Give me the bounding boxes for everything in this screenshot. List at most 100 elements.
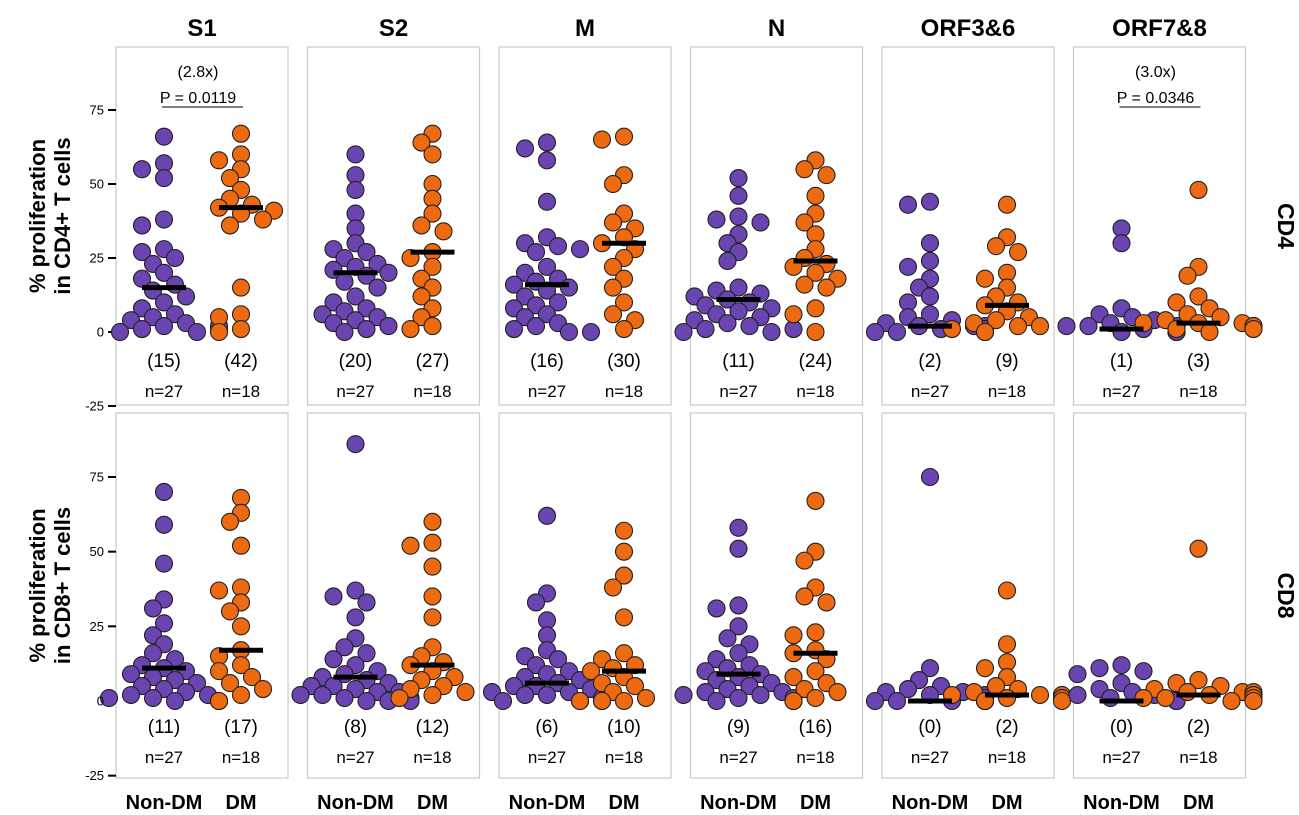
n-label-r0-c0-g1: n=18: [222, 382, 260, 401]
y-axis-label-line: % proliferation: [25, 508, 50, 662]
point-r0-c5-g1-4: [1167, 293, 1186, 312]
point-r0-c5-g1-17: [1200, 322, 1219, 342]
point-r0-c4-g0-2: [920, 234, 940, 253]
point-r0-c3-g1-13: [795, 275, 814, 294]
fold-change-label-0: (2.8x): [178, 64, 219, 81]
median-label-r0-c2-g0: (16): [530, 351, 564, 372]
point-r1-c3-g1-15: [828, 682, 847, 702]
n-label-r0-c3-g1: n=18: [796, 382, 834, 401]
point-r0-c3-g0-1: [729, 186, 748, 205]
point-r1-c5-g1-0: [1189, 539, 1208, 558]
point-r0-c1-g1-16: [423, 317, 442, 336]
p-value-label-0: P = 0.0119: [160, 90, 236, 107]
y-tick-label-r1-1: 0: [97, 694, 104, 709]
point-r1-c4-g0-19: [865, 691, 885, 711]
point-r1-c1-g0-4: [346, 608, 365, 627]
point-r1-c3-g0-4: [729, 617, 748, 636]
point-r0-c0-g0-22: [132, 319, 152, 339]
point-r1-c1-g0-0: [346, 435, 365, 454]
labels-layer: S1 S2 M N ORF3&6 ORF7&8 -25 0 25 50 75 % proliferat…: [25, 15, 1299, 814]
group-label-c4-1: DM: [991, 792, 1022, 814]
point-r0-c0-g1-11: [253, 210, 273, 229]
group-label-c1-1: DM: [417, 792, 448, 814]
median-label-r0-c5-g0: (1): [1110, 351, 1133, 372]
n-label-r1-c2-g1: n=18: [605, 748, 643, 767]
panel-frame-r1-c2: [498, 412, 672, 779]
point-r0-c3-g1-16: [784, 305, 803, 324]
point-r1-c3-g0-0: [729, 518, 748, 537]
n-label-r1-c5-g0: n=27: [1102, 748, 1140, 767]
point-r1-c2-g1-17: [570, 691, 590, 711]
point-r0-c0-g0-0: [154, 127, 174, 146]
point-r0-c4-g0-0: [920, 192, 940, 211]
point-r0-c3-g0-22: [740, 317, 759, 336]
median-label-r1-c5-g1: (2): [1187, 717, 1210, 738]
point-r1-c1-g0-2: [324, 587, 343, 606]
point-r1-c3-g0-5: [718, 629, 737, 648]
point-r1-c2-g1-15: [614, 691, 634, 711]
point-r1-c2-g1-0: [614, 521, 634, 540]
point-r0-c1-g0-14: [335, 272, 354, 291]
point-r1-c4-g1-17: [1052, 691, 1072, 711]
group-label-c4-0: Non-DM: [892, 792, 969, 814]
point-r0-c2-g0-14: [559, 278, 579, 297]
n-label-r1-c0-g1: n=18: [222, 748, 260, 767]
median-label-r0-c2-g1: (30): [607, 351, 641, 372]
n-label-r0-c1-g0: n=27: [336, 382, 374, 401]
n-label-r0-c0-g0: n=27: [145, 382, 183, 401]
point-r1-c0-g0-5: [154, 614, 174, 633]
point-r0-c2-g0-13: [504, 275, 524, 294]
y-axis-label-r0: % proliferationin CD4+ T cells: [25, 137, 75, 294]
point-r0-c4-g0-7: [920, 287, 940, 306]
point-r0-c5-g0-8: [1057, 317, 1076, 336]
point-r1-c0-g1-7: [220, 602, 240, 621]
point-r1-c1-g0-7: [357, 644, 376, 663]
point-r1-c0-g0-22: [143, 688, 163, 708]
panel-frame-r1-c1: [306, 412, 481, 779]
point-r0-c0-g1-12: [220, 216, 240, 235]
point-r1-c2-g0-7: [548, 650, 568, 669]
point-r0-c3-g0-17: [729, 302, 748, 321]
median-label-r0-c1-g0: (20): [339, 351, 373, 372]
point-r0-c2-g1-1: [592, 130, 612, 149]
point-r1-c5-g1-14: [1134, 688, 1153, 708]
n-label-r0-c4-g1: n=18: [988, 382, 1026, 401]
point-r0-c0-g0-2: [132, 160, 152, 179]
point-r0-c3-g0-25: [674, 322, 693, 342]
median-label-r0-c5-g1: (3): [1187, 351, 1210, 372]
point-r1-c1-g0-8: [324, 650, 343, 669]
point-r0-c0-g1-4: [220, 169, 240, 188]
point-r0-c2-g0-0: [537, 133, 557, 152]
point-r1-c5-g0-3: [1068, 665, 1087, 684]
point-r1-c2-g1-3: [603, 578, 623, 597]
median-label-r1-c2-g0: (6): [535, 717, 558, 738]
panel-frame-r1-c0: [115, 412, 289, 779]
column-title-2: M: [575, 15, 595, 42]
panel-frame-r1-c5: [1072, 412, 1247, 779]
point-r0-c5-g0-7: [1079, 317, 1098, 336]
point-r1-c0-g1-13: [242, 668, 262, 687]
point-r1-c4-g1-8: [1030, 685, 1050, 705]
point-r0-c1-g1-17: [401, 319, 420, 339]
point-r0-c3-g1-17: [806, 322, 825, 342]
point-r1-c2-g1-5: [614, 644, 634, 663]
point-r1-c3-g1-4: [795, 587, 814, 606]
point-r0-c3-g1-14: [817, 278, 836, 297]
panel-frame-r0-c5: [1072, 46, 1247, 406]
median-label-r1-c2-g1: (10): [607, 717, 641, 738]
n-label-r0-c3-g0: n=27: [719, 382, 757, 401]
point-r0-c0-g0-8: [165, 248, 185, 268]
median-label-r1-c1-g1: (12): [416, 717, 450, 738]
point-r1-c2-g1-2: [614, 566, 634, 585]
point-r0-c4-g0-23: [865, 322, 885, 342]
point-r1-c5-g0-1: [1090, 659, 1109, 678]
column-title-4: ORF3&6: [921, 15, 1016, 42]
point-r1-c2-g1-4: [614, 608, 634, 627]
point-r1-c2-g1-14: [636, 688, 656, 708]
point-r1-c0-g1-17: [209, 691, 229, 711]
point-r1-c0-g0-23: [99, 688, 119, 708]
point-r1-c2-g1-16: [592, 691, 612, 711]
point-r0-c2-g0-25: [559, 322, 579, 342]
n-label-r1-c3-g1: n=18: [796, 748, 834, 767]
